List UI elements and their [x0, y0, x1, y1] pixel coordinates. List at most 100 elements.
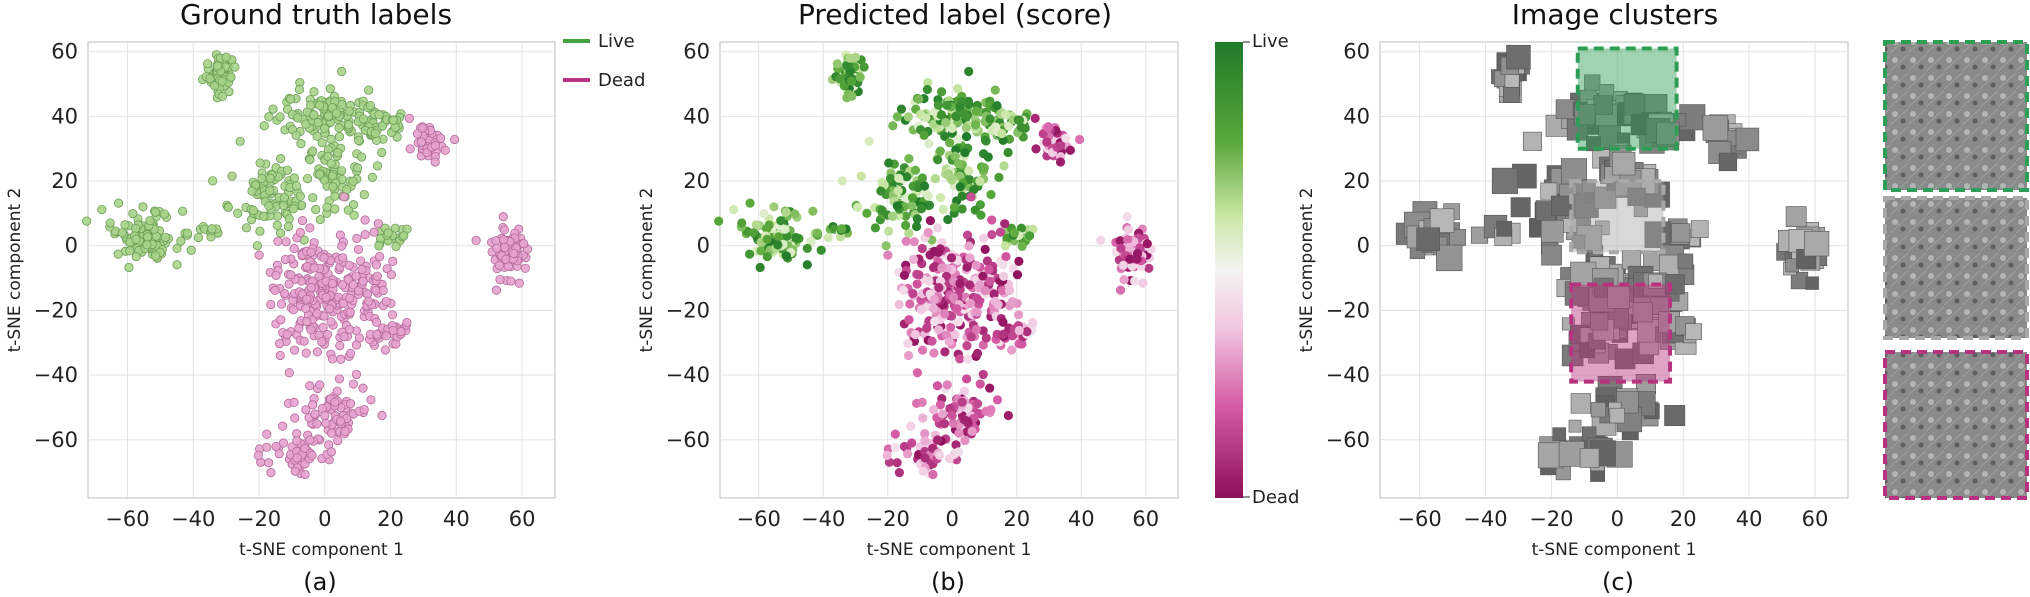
point-score	[914, 94, 924, 104]
point-live	[275, 154, 286, 164]
point-score	[928, 303, 939, 314]
inset-live	[1883, 40, 2029, 192]
point-score	[1123, 235, 1133, 245]
point-dead	[418, 123, 428, 133]
point-dead	[273, 236, 283, 246]
point-live	[233, 208, 243, 218]
point-score	[924, 200, 935, 210]
y-tick-label: −60	[1326, 428, 1370, 452]
point-dead	[306, 247, 316, 257]
point-score	[979, 163, 989, 173]
point-score	[1122, 212, 1132, 222]
point-score	[957, 397, 967, 407]
colorbar: Live Dead	[1215, 31, 1299, 508]
point-dead	[450, 134, 460, 145]
point-live	[288, 204, 299, 214]
point-score	[1096, 235, 1106, 246]
point-live	[182, 228, 193, 238]
point-dead	[335, 341, 345, 351]
point-score	[930, 173, 940, 184]
x-tick-label: −60	[1397, 507, 1441, 531]
point-live	[326, 134, 336, 144]
point-dead	[494, 260, 504, 271]
point-score	[971, 324, 981, 335]
point-live	[210, 81, 220, 91]
point-live	[208, 176, 218, 186]
point-live	[348, 176, 358, 186]
image-thumbnail	[1785, 206, 1807, 228]
point-dead	[388, 256, 398, 267]
point-dead	[344, 324, 354, 335]
point-dead	[340, 426, 350, 436]
point-dead	[334, 374, 345, 384]
point-dead	[274, 339, 285, 349]
point-score	[892, 112, 902, 122]
point-dead	[292, 453, 302, 463]
point-dead	[270, 285, 280, 295]
point-dead	[254, 250, 264, 260]
point-dead	[289, 397, 299, 407]
point-live	[283, 221, 293, 232]
point-dead	[309, 263, 319, 273]
image-thumbnail	[1496, 220, 1513, 237]
point-score	[927, 336, 937, 346]
point-score	[923, 227, 933, 238]
point-live	[349, 210, 359, 220]
point-live	[291, 181, 302, 191]
point-score	[945, 322, 956, 332]
point-score	[1000, 241, 1010, 251]
point-live	[328, 182, 338, 192]
point-dead	[348, 379, 358, 389]
y-axis-label: t-SNE component 2	[637, 188, 657, 353]
point-live	[226, 72, 236, 82]
image-thumbnail	[1574, 104, 1596, 126]
point-live	[259, 211, 269, 221]
point-dead	[305, 435, 315, 445]
point-dead	[305, 223, 315, 233]
point-dead	[404, 113, 414, 123]
point-live	[333, 148, 343, 158]
image-thumbnail	[1659, 254, 1680, 275]
point-score	[755, 262, 765, 273]
point-score	[901, 236, 911, 246]
point-dead	[302, 316, 312, 327]
point-score	[972, 307, 982, 317]
point-score	[940, 131, 950, 142]
point-score	[950, 330, 960, 340]
point-score	[756, 246, 766, 256]
point-dead	[301, 405, 311, 415]
point-score	[919, 181, 930, 191]
point-dead	[369, 227, 379, 237]
point-dead	[264, 458, 274, 468]
point-score	[947, 123, 957, 133]
point-live	[317, 138, 327, 148]
point-score	[823, 232, 833, 243]
point-live	[365, 101, 375, 111]
point-score	[972, 348, 983, 358]
point-score	[923, 78, 933, 88]
image-thumbnail	[1627, 187, 1646, 206]
y-tick-label: 40	[683, 104, 710, 128]
image-thumbnail	[1594, 186, 1617, 209]
point-score	[953, 134, 963, 144]
point-dead	[344, 260, 354, 270]
point-score	[962, 230, 973, 240]
point-score	[921, 113, 931, 123]
point-score	[960, 148, 970, 158]
colorbar-gradient	[1215, 42, 1243, 498]
point-dead	[271, 270, 281, 280]
point-score	[962, 416, 973, 426]
point-dead	[284, 279, 294, 289]
point-score	[935, 450, 945, 460]
x-tick-label: 40	[1068, 507, 1095, 531]
point-score	[1014, 310, 1024, 320]
panel-a: −60 −40 −20 0 20 40 60 60 40 20 0 −20 −40 −60 t-SNE co…	[5, 40, 556, 560]
point-live	[259, 121, 269, 131]
y-tick-label: 0	[697, 234, 710, 258]
point-dead	[276, 299, 287, 309]
panel-c: −60 −40 −20 0 20 40 60 60 40 20 0 −20 −40 −60 t-SNE co…	[1297, 40, 2029, 560]
y-axis-label: t-SNE component 2	[1297, 188, 1317, 353]
point-dead	[337, 280, 348, 290]
image-thumbnail	[1590, 402, 1606, 418]
point-score	[937, 263, 947, 273]
